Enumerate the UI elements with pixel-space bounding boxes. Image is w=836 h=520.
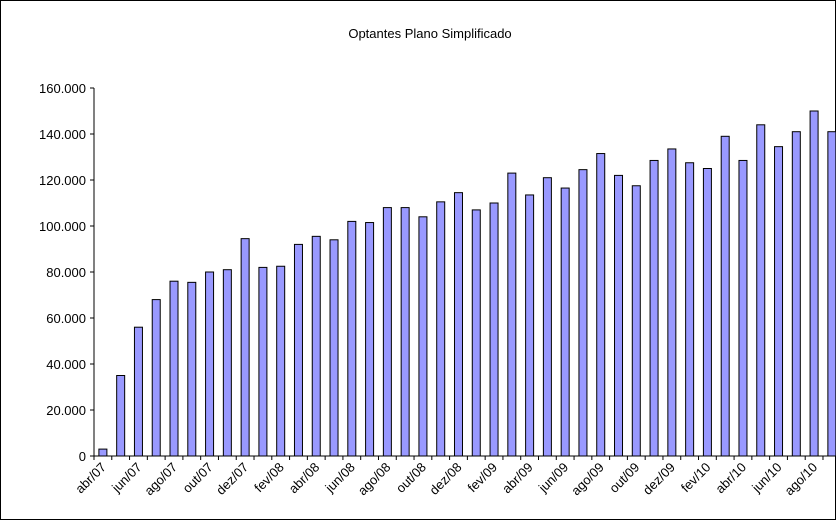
- bar: [631, 185, 641, 457]
- y-tick-label: 60.000: [46, 311, 86, 326]
- bar: [418, 216, 428, 457]
- bar: [542, 177, 552, 457]
- y-tick-label: 80.000: [46, 265, 86, 280]
- bar: [436, 201, 446, 457]
- bar: [222, 269, 232, 457]
- bar: [240, 238, 250, 457]
- y-tick-label: 0: [79, 449, 86, 464]
- bar: [98, 448, 108, 457]
- bar: [507, 172, 517, 457]
- chart-title: Optantes Plano Simplificado: [348, 26, 511, 41]
- bar: [276, 265, 286, 457]
- bar: [258, 266, 268, 457]
- bar: [329, 239, 339, 457]
- bar: [169, 280, 179, 457]
- bar: [578, 169, 588, 457]
- y-tick-label: 40.000: [46, 357, 86, 372]
- bar: [382, 207, 392, 457]
- bar: [525, 194, 535, 457]
- bar: [685, 162, 695, 457]
- bar: [205, 271, 215, 457]
- y-tick-label: 160.000: [39, 81, 86, 96]
- bar: [827, 131, 836, 457]
- bar: [560, 187, 570, 457]
- bar: [471, 209, 481, 457]
- bar: [720, 135, 730, 457]
- bar: [791, 131, 801, 457]
- bar: [738, 159, 748, 457]
- bar: [649, 159, 659, 457]
- bar: [614, 174, 624, 457]
- bar: [453, 192, 463, 457]
- y-tick-label: 100.000: [39, 219, 86, 234]
- bar: [365, 222, 375, 457]
- bar: [774, 146, 784, 457]
- bar: [187, 281, 197, 457]
- y-tick-label: 140.000: [39, 127, 86, 142]
- bar: [667, 148, 677, 457]
- bar: [133, 326, 143, 457]
- bar: [347, 220, 357, 457]
- bar: [756, 124, 766, 457]
- bar: [116, 375, 126, 457]
- bar: [311, 235, 321, 457]
- bar: [702, 168, 712, 457]
- y-tick-label: 20.000: [46, 403, 86, 418]
- bar: [400, 207, 410, 457]
- bar: [151, 299, 161, 457]
- y-tick-label: 120.000: [39, 173, 86, 188]
- bar: [809, 110, 819, 457]
- bar: [489, 202, 499, 457]
- bar: [596, 153, 606, 457]
- bar: [293, 243, 303, 457]
